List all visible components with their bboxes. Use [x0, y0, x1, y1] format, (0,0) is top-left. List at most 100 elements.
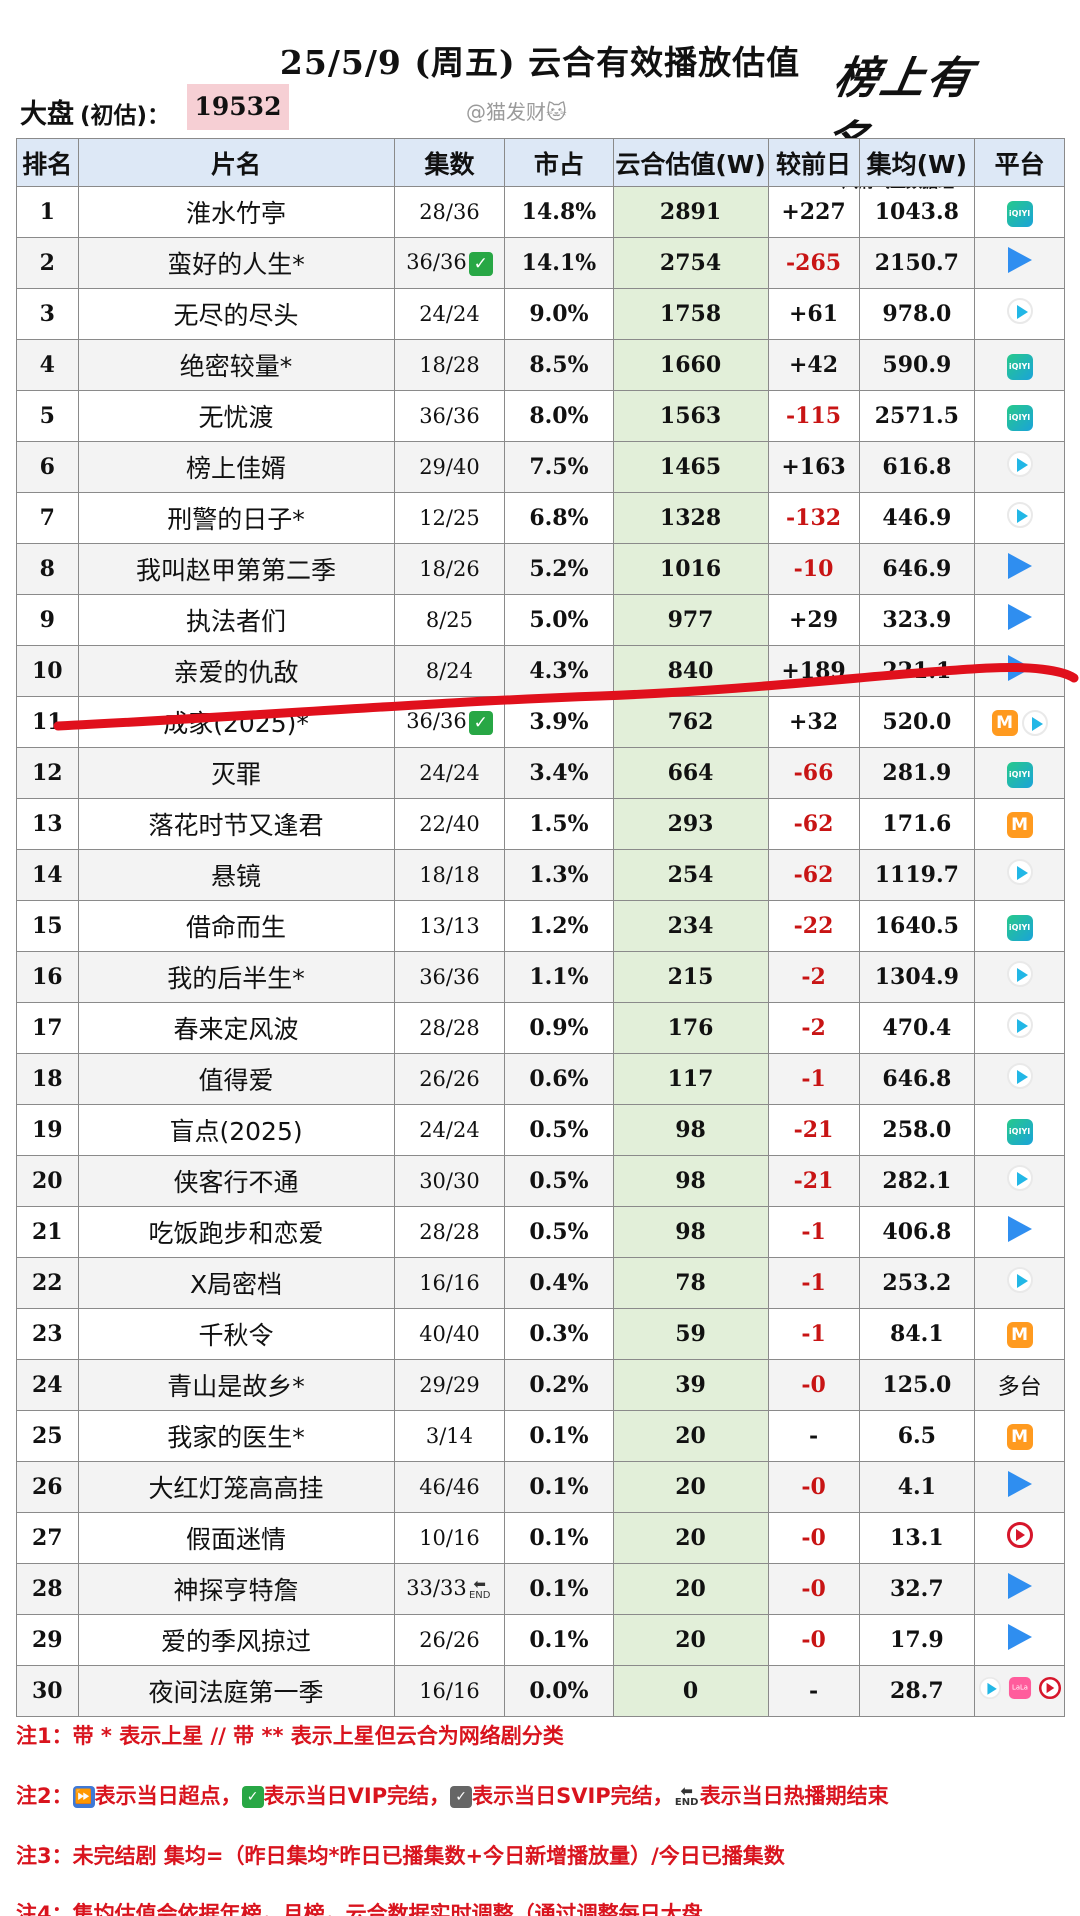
avg-cell-text: 13.1	[890, 1525, 944, 1551]
episodes-cell: 16/16	[393, 1665, 506, 1717]
avg-cell: 28.7	[858, 1665, 976, 1717]
table-row: 27 假面迷情 10/16 0.1% 20 -0 13.1	[16, 1512, 1065, 1564]
title-cell: 淮水竹亭	[77, 186, 395, 238]
episodes-cell-text: 12/25	[419, 506, 480, 530]
title-cell: 侠客行不通	[77, 1155, 395, 1207]
iqiyi-icon: iQIYI	[1006, 354, 1033, 380]
rank-cell: 30	[16, 1665, 79, 1717]
rank-cell: 10	[16, 645, 79, 697]
estimate-cell: 20	[612, 1461, 769, 1513]
platform-icons	[1006, 1165, 1033, 1191]
estimate-cell: 1758	[612, 288, 769, 340]
platform-icons	[1007, 553, 1032, 579]
title-cell: 悬镜	[77, 849, 395, 901]
avg-cell-text: 616.8	[882, 454, 952, 480]
title-cell: 灭罪	[77, 747, 395, 799]
pink-icon: LaLa	[1008, 1676, 1031, 1700]
change-cell: -0	[767, 1359, 860, 1411]
avg-cell-text: 1304.9	[874, 964, 959, 990]
estimate-cell-text: 1465	[659, 454, 722, 480]
change-cell: -0	[767, 1461, 860, 1513]
platform-icons	[1006, 502, 1033, 528]
title-cell-text: 落花时节又逢君	[148, 811, 324, 840]
share-cell-text: 3.4%	[529, 760, 589, 786]
estimate-cell: 59	[612, 1308, 769, 1360]
estimate-cell-text: 2754	[659, 250, 722, 276]
table-row: 21 吃饭跑步和恋爱 28/28 0.5% 98 -1 406.8	[16, 1206, 1065, 1258]
title-cell: 盲点(2025)	[77, 1104, 395, 1156]
episodes-cell: 40/40	[393, 1308, 506, 1360]
title-cell-text: 蛮好的人生*	[167, 250, 305, 279]
share-cell-text: 0.5%	[529, 1117, 589, 1143]
platform-cell	[974, 1461, 1065, 1513]
check-icon: ✓	[241, 1786, 264, 1808]
market-label-text: 大盘	[20, 99, 74, 130]
share-cell: 0.2%	[504, 1359, 614, 1411]
estimate-cell: 39	[612, 1359, 769, 1411]
episodes-cell-text: 18/18	[419, 863, 480, 887]
rank-cell: 5	[16, 390, 79, 442]
avg-cell: 2571.5	[858, 390, 976, 442]
avg-cell: 1119.7	[858, 849, 976, 901]
avg-cell-text: 646.9	[882, 556, 952, 582]
platform-cell: M	[974, 1410, 1065, 1462]
avg-cell: 323.9	[858, 594, 976, 646]
change-cell-text: -22	[793, 913, 834, 939]
title-cell-text: 我的后半生*	[167, 964, 305, 993]
change-cell-text: +42	[789, 352, 839, 378]
share-cell-text: 0.9%	[529, 1015, 589, 1041]
change-cell: -1	[767, 1053, 860, 1105]
avg-cell: 616.8	[858, 441, 976, 493]
share-cell: 0.5%	[504, 1155, 614, 1207]
estimate-cell-text: 254	[667, 862, 714, 888]
table-row: 2 蛮好的人生* 36/36 ✓ 14.1% 2754 -265 2150.7	[16, 237, 1065, 289]
market-value: 19532	[187, 84, 289, 130]
change-cell: +189	[767, 645, 860, 697]
avg-cell-text: 470.4	[882, 1015, 952, 1041]
change-cell: -22	[767, 900, 860, 952]
col-header-episodes: 集数	[393, 138, 506, 187]
rank-cell: 18	[16, 1053, 79, 1105]
platform-icons: M	[991, 709, 1048, 736]
estimate-cell: 840	[612, 645, 769, 697]
episodes-cell: 3/14	[393, 1410, 506, 1462]
col-header-estimate: 云合估值(W)	[612, 138, 769, 187]
title-cell-text: 侠客行不通	[173, 1168, 299, 1197]
episodes-cell: 16/16	[393, 1257, 506, 1309]
avg-cell: 1304.9	[858, 951, 976, 1003]
episodes-cell: 36/36	[393, 951, 506, 1003]
change-cell-text: +163	[781, 454, 846, 480]
tencent-icon	[1007, 1573, 1032, 1599]
episodes-cell: 46/46	[393, 1461, 506, 1513]
platform-icons	[1007, 247, 1032, 273]
avg-cell: 253.2	[858, 1257, 976, 1309]
episodes-cell: 24/24	[393, 1104, 506, 1156]
episodes-cell: 8/24	[393, 645, 506, 697]
estimate-cell: 1328	[612, 492, 769, 544]
title-cell: 春来定风波	[77, 1002, 395, 1054]
note-1: 注1：带 * 表示上星 // 带 ** 表示上星但云合为网络剧分类	[16, 1724, 564, 1748]
title-cell: 吃饭跑步和恋爱	[77, 1206, 395, 1258]
change-cell-text: -1	[801, 1219, 826, 1245]
episodes-cell-text: 8/24	[425, 659, 474, 683]
estimate-cell: 20	[612, 1512, 769, 1564]
market-label: 大盘 (初估)：	[20, 92, 170, 131]
avg-cell-text: 84.1	[890, 1321, 944, 1347]
platform-icons: iQIYI	[1006, 915, 1033, 941]
rank-cell-text: 4	[39, 352, 55, 378]
estimate-cell: 98	[612, 1104, 769, 1156]
title-cell: 假面迷情	[77, 1512, 395, 1564]
mango-icon: M	[1006, 811, 1033, 838]
avg-cell-text: 221.1	[882, 658, 952, 684]
platform-icons: M	[1006, 1321, 1033, 1348]
estimate-cell-text: 977	[667, 607, 714, 633]
title-cell-text: 淮水竹亭	[186, 199, 287, 228]
change-cell-text: -0	[801, 1372, 826, 1398]
share-cell-text: 0.0%	[529, 1678, 589, 1704]
platform-icons	[1006, 451, 1033, 477]
platform-icons	[1007, 1624, 1032, 1650]
rank-cell: 21	[16, 1206, 79, 1258]
episodes-cell-text: 18/28	[419, 353, 480, 377]
episodes-cell-text: 24/24	[419, 1118, 480, 1142]
rank-cell: 13	[16, 798, 79, 850]
